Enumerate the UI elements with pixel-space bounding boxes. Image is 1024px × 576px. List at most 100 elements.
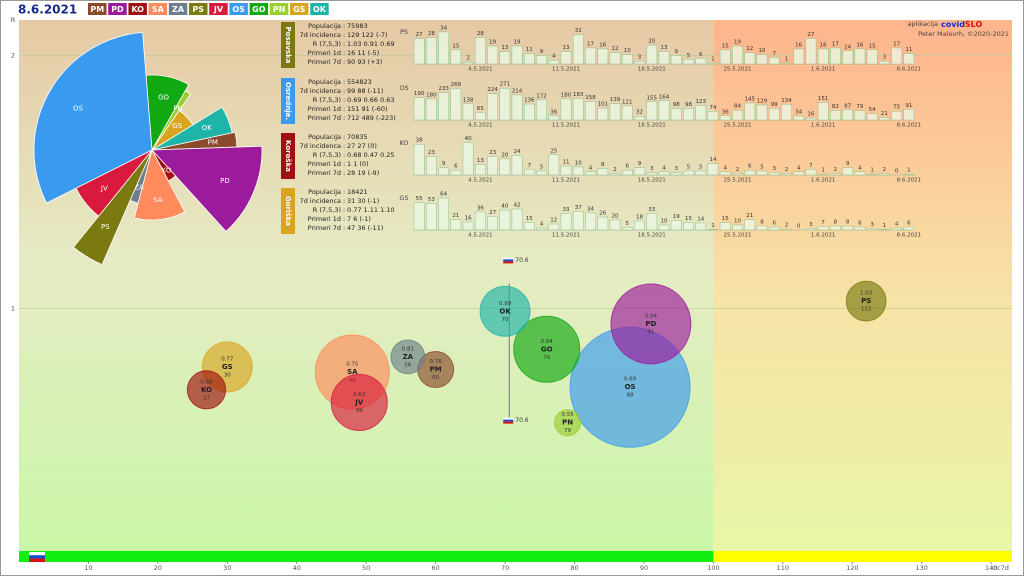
bar [523, 222, 535, 231]
bar [842, 50, 854, 65]
bar [548, 115, 560, 121]
bar-label: 19 [514, 40, 521, 46]
stat-value: 7 6 (-1) [347, 215, 371, 223]
stat-key: Primeri 7d [308, 169, 341, 177]
bar [634, 60, 645, 65]
bar [572, 211, 584, 231]
bar-label: 5 [699, 164, 703, 170]
stat-key: Primeri 7d [308, 114, 341, 122]
bar [487, 93, 498, 121]
bar-label: 2 [466, 56, 470, 62]
bar-label: 2 [736, 167, 740, 173]
bar-label: 4 [662, 165, 666, 171]
bubble-inc: 56 [404, 362, 411, 368]
stat-sep: : [343, 96, 345, 104]
x-tick-label: 30 [223, 564, 231, 572]
credits-author: Peter Malovrh, ©2020-2021 [918, 30, 1009, 38]
stat-sep: : [343, 49, 345, 57]
bar [658, 224, 670, 231]
bar-label: 190 [414, 91, 425, 97]
bar-label: 7 [528, 163, 532, 169]
bar-label: 2 [785, 223, 789, 229]
bar [548, 59, 560, 65]
bar-code: OS [399, 84, 408, 92]
stat-key: R (7,5,3) [313, 206, 341, 214]
bar-label: 26 [599, 211, 606, 217]
bubble-r: 0.99 [499, 301, 512, 307]
bar-label: 13 [563, 45, 570, 51]
bar [499, 158, 511, 176]
bar [609, 52, 621, 65]
bar-label: 4 [540, 222, 544, 228]
bar-label: 31 [575, 28, 582, 34]
bubble [186, 370, 227, 410]
polar-label: PN [173, 104, 182, 112]
bar-label: 11 [526, 47, 533, 53]
bar [438, 92, 449, 121]
bar-label: 15 [722, 216, 729, 222]
bar [695, 105, 707, 121]
stat-value: 90 93 (+3) [347, 58, 382, 66]
bar-date: 1.6.2021 [811, 123, 836, 129]
bar [499, 209, 511, 231]
stat-key: 7d incidenca [300, 31, 341, 39]
x-tick-label: 80 [570, 564, 578, 572]
bar [511, 155, 523, 176]
bar-label: 2 [613, 167, 617, 173]
bar [866, 49, 878, 65]
bar [560, 213, 572, 231]
bar-label: 17 [893, 41, 900, 47]
x-tick-label: 60 [432, 564, 440, 572]
bar [817, 48, 829, 65]
flag-stripe [503, 259, 514, 262]
bar-label: 38 [416, 138, 423, 144]
national-label: 70.6 [515, 257, 529, 264]
bar [719, 49, 731, 65]
bar-label: 32 [636, 110, 643, 116]
bar [425, 98, 437, 121]
bar-label: 6 [748, 164, 752, 170]
polar-label: OS [73, 104, 84, 112]
x-tick-label: 100 [707, 564, 719, 572]
bar [523, 103, 535, 121]
bar [560, 98, 572, 121]
bar-label: 53 [428, 197, 435, 203]
bubble-name: PM [430, 366, 442, 374]
bar-label: 183 [573, 92, 584, 98]
bubble-r: 0.68 [200, 379, 213, 385]
bubble-inc: 76 [543, 355, 550, 361]
bar [866, 173, 878, 176]
x-axis-label: Inc7d [991, 564, 1009, 572]
bar [487, 156, 498, 176]
tab [88, 3, 107, 15]
x-tick-label: 50 [362, 564, 370, 572]
bar [781, 104, 792, 121]
x-tick-label: 70 [501, 564, 509, 572]
tab-label: GS [293, 5, 306, 14]
bar-label: 6 [772, 221, 776, 227]
bar-label: 4 [589, 165, 593, 171]
bar [768, 226, 780, 231]
bar [830, 173, 841, 176]
bar-label: 10 [734, 219, 741, 225]
bar-label: 233 [438, 86, 449, 92]
bar-label: 16 [820, 42, 827, 48]
stat-sep: : [343, 188, 345, 196]
bubble-r: 0.76 [430, 359, 443, 365]
bar [609, 219, 621, 231]
stat-value: 28 19 (-9) [347, 169, 379, 177]
x-tick-label: 90 [640, 564, 648, 572]
bar [487, 45, 498, 65]
bar-label: 19 [673, 214, 680, 220]
stat-value: 31 30 (-1) [347, 197, 379, 205]
stat-value: 712 489 (-223) [347, 114, 396, 122]
bar-label: 12 [746, 46, 753, 52]
bar-label: 15 [722, 43, 729, 49]
bar-label: 13 [477, 158, 484, 164]
bar-date: 8.6.2021 [897, 123, 922, 129]
bar [609, 173, 621, 176]
bar [817, 226, 829, 231]
polar-label: ZA [134, 183, 144, 191]
bar [732, 173, 743, 176]
zone-strip [19, 551, 714, 562]
